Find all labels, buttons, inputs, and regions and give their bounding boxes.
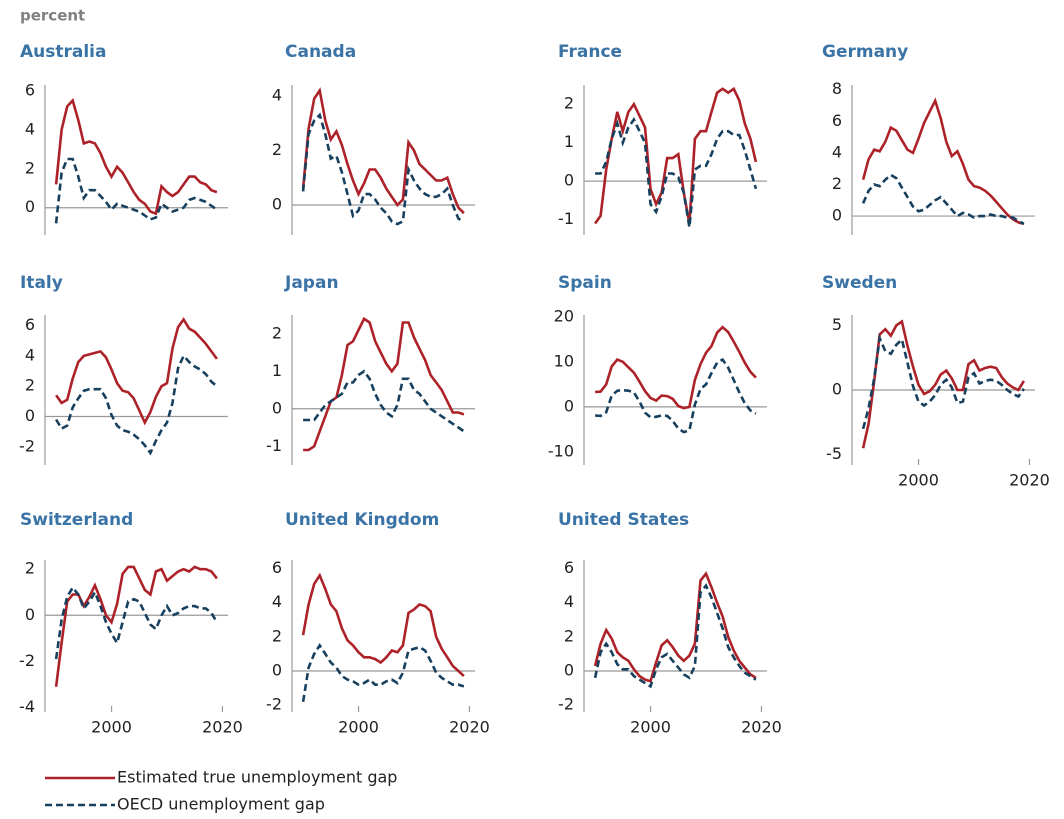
series-line xyxy=(54,157,218,224)
y-tick-label: 4 xyxy=(25,119,35,138)
series-line xyxy=(54,585,219,660)
series-line xyxy=(54,98,218,216)
series-line xyxy=(594,86,758,225)
y-tick-label: 0 xyxy=(25,406,35,425)
y-tick-label: 8 xyxy=(832,79,842,98)
y-tick-label: 2 xyxy=(25,158,35,177)
y-tick-label: 2 xyxy=(25,559,35,578)
y-tick-label: 4 xyxy=(272,592,282,611)
y-tick-label: -2 xyxy=(266,695,282,714)
series-line xyxy=(861,173,1025,226)
y-tick-label: 0 xyxy=(564,661,574,680)
y-tick-label: 0 xyxy=(272,661,282,680)
x-tick-label: 2020 xyxy=(202,718,243,737)
series-line xyxy=(593,583,757,689)
x-tick-label: 2020 xyxy=(449,718,490,737)
series-line xyxy=(595,357,757,434)
y-tick-label: 2 xyxy=(564,94,574,113)
y-tick-label: -2 xyxy=(19,436,35,455)
y-tick-label: 2 xyxy=(272,140,282,159)
y-tick-label: 2 xyxy=(25,376,35,395)
panel-title: Spain xyxy=(558,273,612,293)
y-tick-label: 4 xyxy=(564,592,574,611)
panel-title: United Kingdom xyxy=(285,510,439,530)
y-tick-label: 1 xyxy=(272,361,282,380)
x-tick-label: 2000 xyxy=(898,471,939,490)
panel-title: Canada xyxy=(285,42,356,62)
y-tick-label: 6 xyxy=(25,80,35,99)
y-tick-label: 0 xyxy=(272,195,282,214)
y-tick-label: 1 xyxy=(564,132,574,151)
x-tick-label: 2020 xyxy=(1009,471,1050,490)
series-line xyxy=(301,643,465,703)
series-line xyxy=(861,97,1025,226)
y-tick-label: -2 xyxy=(558,695,574,714)
y-tick-label: 2 xyxy=(564,626,574,645)
y-tick-label: -10 xyxy=(548,441,574,460)
panel-title: Australia xyxy=(20,42,107,62)
legend-label: Estimated true unemployment gap xyxy=(117,768,397,787)
x-tick-label: 2000 xyxy=(91,718,132,737)
series-line xyxy=(595,117,758,228)
series-line xyxy=(55,317,218,426)
panel-title: United States xyxy=(558,510,689,530)
y-tick-label: 10 xyxy=(554,351,574,370)
panel-title: France xyxy=(558,42,622,62)
y-tick-label: 4 xyxy=(25,345,35,364)
y-tick-label: 6 xyxy=(564,558,574,577)
y-tick-label: -1 xyxy=(558,209,574,228)
y-tick-label: 5 xyxy=(832,315,842,334)
panel-title: Japan xyxy=(284,273,339,293)
x-tick-label: 2000 xyxy=(338,718,379,737)
panel-title: Italy xyxy=(20,273,63,293)
y-tick-label: 6 xyxy=(272,558,282,577)
y-tick-label: 2 xyxy=(272,323,282,342)
panel-title: Sweden xyxy=(822,273,897,293)
panel-title: Switzerland xyxy=(20,510,133,530)
y-tick-label: 4 xyxy=(272,85,282,104)
y-tick-label: -4 xyxy=(19,697,35,716)
series-line xyxy=(303,316,465,452)
y-tick-label: -1 xyxy=(266,436,282,455)
y-tick-label: 0 xyxy=(564,396,574,415)
y-tick-label: 4 xyxy=(832,142,842,161)
series-line xyxy=(301,87,465,215)
y-tick-label: 2 xyxy=(272,626,282,645)
series-line xyxy=(861,319,1026,449)
y-tick-label: 0 xyxy=(564,171,574,190)
y-tick-label: 0 xyxy=(25,197,35,216)
y-tick-label: 0 xyxy=(25,605,35,624)
series-line xyxy=(861,333,1025,430)
series-line xyxy=(303,369,465,433)
series-line xyxy=(301,112,465,226)
panel-title: Germany xyxy=(822,42,908,62)
x-tick-label: 2000 xyxy=(630,718,671,737)
x-tick-label: 2020 xyxy=(741,718,782,737)
series-line xyxy=(301,572,465,678)
y-tick-label: 0 xyxy=(832,206,842,225)
series-line xyxy=(593,571,757,683)
series-line xyxy=(54,565,218,687)
y-tick-label: -5 xyxy=(826,444,842,463)
y-tick-label: 6 xyxy=(25,315,35,334)
y-tick-label: 2 xyxy=(832,174,842,193)
y-tick-label: -2 xyxy=(19,651,35,670)
y-tick-label: 20 xyxy=(554,306,574,325)
legend-label: OECD unemployment gap xyxy=(117,795,325,814)
series-line xyxy=(54,353,218,456)
y-tick-label: 0 xyxy=(832,380,842,399)
y-tick-label: 6 xyxy=(832,111,842,130)
unit-label: percent xyxy=(20,7,85,25)
y-tick-label: 0 xyxy=(272,398,282,417)
series-line xyxy=(595,325,757,410)
